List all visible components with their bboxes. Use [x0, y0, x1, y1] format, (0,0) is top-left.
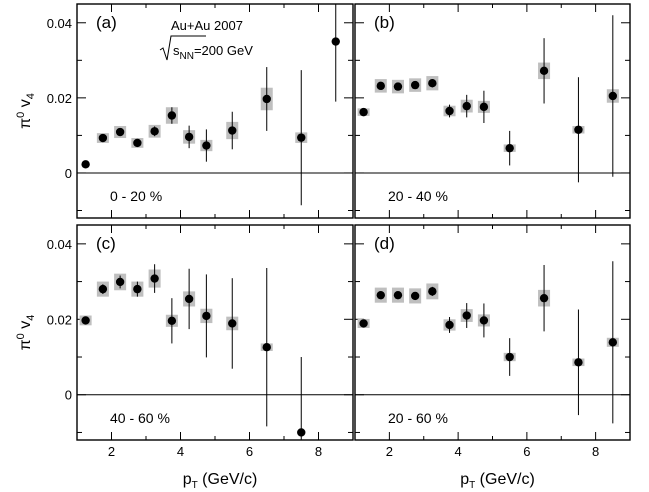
panel-c-data-point [184, 294, 194, 304]
panel-c-frame [76, 224, 354, 441]
panel-d-data-point [393, 290, 403, 300]
panel-d-xtick-label: 6 [523, 444, 530, 459]
y-title-sub: 4 [25, 93, 37, 99]
panel-a-data-point [81, 160, 90, 169]
panel-a-frame [76, 3, 354, 219]
panel-c-y-axis-title: π0 v4 [15, 315, 37, 351]
panel-d-data-point [462, 311, 471, 320]
panel-b-frame [354, 3, 631, 219]
panel-b-data-point [462, 101, 471, 111]
y-title-sup: 0 [15, 333, 27, 339]
panel-b-centrality-label: 20 - 40 % [388, 188, 448, 204]
x-title-sub: T [469, 480, 475, 491]
x-title-main: p [183, 471, 192, 488]
y-title-sub: 4 [25, 315, 37, 321]
panel-c-label: (c) [96, 234, 116, 253]
panel-d-xtick-label: 2 [386, 444, 393, 459]
panel-b-data-point [359, 107, 368, 117]
panel-b-data-point [428, 79, 437, 88]
y-title-main: v [17, 99, 34, 111]
x-title-rest: (GeV/c) [198, 471, 258, 488]
panel-c-ytick-label: 0 [65, 388, 72, 403]
panel-a-ytick-label: 0 [65, 166, 72, 181]
panel-b-data-point [393, 82, 403, 91]
panel-d-data-point [608, 338, 618, 347]
panel-d-data-point [410, 291, 420, 301]
y-title-base: π [17, 339, 34, 350]
panel-c-x-axis-title: pT (GeV/c) [183, 471, 258, 491]
panel-c-ytick-label: 0.04 [47, 237, 72, 252]
panel-a-ytick-label: 0.02 [47, 91, 72, 106]
panel-b-data-point [376, 81, 385, 91]
panel-d-x-axis-title: pT (GeV/c) [460, 471, 535, 491]
energy-rest: =200 GeV [194, 43, 253, 58]
panel-a-ytick-label: 0.04 [47, 16, 72, 31]
panel-c-data-point [167, 316, 177, 326]
panel-c-data-point [115, 277, 125, 287]
x-title-rest: (GeV/c) [475, 471, 535, 488]
energy-s: s [173, 43, 180, 58]
y-title-main: v [17, 321, 34, 333]
panel-b-data-point [574, 125, 583, 134]
panel-c-xtick-label: 6 [246, 444, 253, 459]
x-title-sub: T [192, 480, 198, 491]
panel-c-data-point [81, 316, 90, 325]
panel-a-data-point [184, 132, 194, 142]
panel-a-data-point [167, 111, 177, 120]
panel-b-data-point [445, 106, 454, 116]
panel-c-data-point [262, 343, 271, 352]
energy-sub: NN [180, 51, 194, 62]
panel-a-data-point [262, 94, 271, 104]
panel-c-xtick-label: 2 [108, 444, 115, 459]
panel-c-data-point [133, 284, 142, 294]
panel-d-data-point [445, 320, 454, 330]
panel-d-xtick-label: 8 [592, 444, 599, 459]
panel-b-data-point [505, 143, 514, 153]
panel-d-data-point [574, 358, 583, 367]
panel-c-ytick-label: 0.02 [47, 312, 72, 327]
panel-c-xtick-label: 8 [315, 444, 322, 459]
panel-d-data-point [359, 319, 368, 328]
panel-d-data-point [376, 290, 385, 300]
x-title-main: p [460, 471, 469, 488]
panel-c-data-point [98, 284, 108, 294]
panel-d-data-point [505, 352, 514, 362]
panel-b-label: (b) [374, 13, 395, 32]
panel-a-data-point [115, 127, 125, 137]
panel-b-data-point [410, 80, 420, 90]
panel-d-centrality-label: 20 - 60 % [388, 410, 448, 426]
panel-a-data-point [331, 37, 340, 46]
panel-a-centrality-label: 0 - 20 % [110, 188, 162, 204]
panel-c-xtick-label: 4 [177, 444, 184, 459]
panel-b-data-point [608, 91, 618, 101]
sqrt-sign [159, 35, 206, 61]
panel-c-data-point [150, 274, 159, 283]
panel-a-data-point [228, 126, 237, 135]
panel-a-label: (a) [96, 13, 117, 32]
system-label: Au+Au 2007 [171, 18, 243, 33]
panel-c-data-point [228, 319, 237, 328]
y-title-base: π [17, 118, 34, 129]
panel-b-data-point [539, 66, 549, 76]
panel-d-xtick-label: 4 [455, 444, 462, 459]
panel-c-data-point [297, 428, 306, 437]
panel-a-data-point [133, 138, 142, 148]
panel-d-data-point [539, 293, 549, 303]
energy-label: sNN=200 GeV [173, 43, 253, 62]
panel-a-data-point [98, 133, 108, 143]
panel-b-data-point [479, 102, 489, 112]
panel-d-label: (d) [374, 234, 395, 253]
y-title-sup: 0 [15, 112, 27, 118]
panel-a-data-point [150, 127, 159, 136]
panel-c-data-point [202, 311, 211, 321]
panel-a-data-point [202, 141, 211, 150]
panel-a-y-axis-title: π0 v4 [15, 93, 37, 129]
panel-a-data-point [297, 133, 306, 142]
panel-d-data-point [479, 316, 489, 325]
panel-d-frame [354, 224, 631, 441]
panel-c-centrality-label: 40 - 60 % [110, 410, 170, 426]
panel-d-data-point [428, 287, 437, 296]
